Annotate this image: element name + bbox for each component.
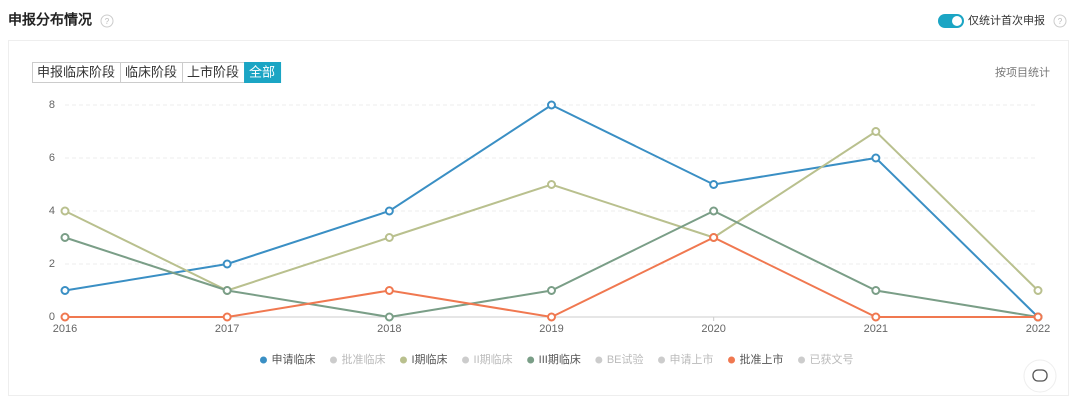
chat-button[interactable]	[1023, 359, 1057, 393]
legend-label: 已获文号	[810, 352, 854, 366]
point	[871, 153, 881, 163]
point	[547, 180, 556, 189]
legend-label: II期临床	[474, 352, 513, 366]
tab[interactable]	[244, 62, 282, 83]
help-icon[interactable]	[1053, 14, 1067, 28]
x-tick-label: 2022	[1026, 323, 1050, 335]
point	[871, 286, 881, 295]
point	[384, 286, 394, 295]
point	[871, 312, 881, 322]
panel	[8, 40, 1069, 396]
point	[709, 233, 719, 242]
x-tick-label: 2019	[539, 323, 563, 335]
legend-swatch	[658, 356, 666, 364]
legend-item[interactable]: 批准上市	[728, 352, 784, 366]
x-tick-label: 2021	[864, 323, 888, 335]
tab-label[interactable]: 全部	[249, 64, 275, 79]
point	[709, 206, 719, 216]
legend-label: I期临床	[411, 352, 447, 366]
legend-item[interactable]: 已获文号	[798, 352, 854, 366]
point	[547, 100, 556, 110]
tab-label[interactable]: 申报临床阶段	[37, 64, 115, 79]
section-title: 申报分布情况	[8, 12, 92, 28]
point	[1033, 286, 1043, 295]
legend-label: III期临床	[539, 352, 581, 366]
toggle-label: 仅统计首次申报	[968, 13, 1045, 27]
point	[709, 180, 719, 189]
point	[384, 312, 394, 322]
point	[547, 286, 556, 295]
tab-label[interactable]: 上市阶段	[187, 64, 239, 79]
legend-swatch	[595, 356, 603, 364]
y-tick-label: 6	[49, 152, 55, 164]
point	[60, 233, 70, 242]
legend-swatch	[329, 356, 337, 364]
legend-item[interactable]: I期临床	[399, 352, 448, 366]
mode-label[interactable]: 按项目统计	[995, 65, 1050, 79]
point	[547, 312, 556, 322]
toggle-knob	[952, 16, 962, 26]
tab-label[interactable]: 临床阶段	[125, 64, 177, 79]
legend-swatch	[399, 356, 407, 364]
legend-item[interactable]: 申请临床	[259, 352, 316, 366]
point	[384, 206, 394, 216]
legend-item[interactable]: II期临床	[462, 352, 513, 366]
point	[222, 259, 232, 269]
point	[60, 312, 70, 322]
legend-item[interactable]: 批准临床	[329, 352, 386, 366]
legend-label: 批准上市	[740, 352, 784, 366]
legend-item[interactable]: 申请上市	[658, 352, 714, 366]
legend-swatch	[527, 356, 535, 364]
point	[60, 206, 70, 216]
legend-label: BE试验	[607, 352, 644, 366]
legend-swatch	[259, 356, 267, 364]
legend-item[interactable]: III期临床	[527, 352, 581, 366]
chat-icon	[1032, 369, 1048, 382]
legend-item[interactable]: BE试验	[595, 352, 644, 366]
legend-swatch	[728, 356, 736, 364]
help-icon[interactable]	[100, 14, 114, 28]
help-icon-glyph: ?	[1058, 17, 1063, 26]
legend-label: 申请临床	[271, 352, 315, 366]
y-tick-label: 4	[49, 205, 55, 217]
y-tick-label: 2	[49, 258, 55, 270]
y-tick-label: 0	[49, 311, 55, 323]
y-tick-label: 8	[49, 99, 55, 111]
point	[222, 312, 232, 322]
legend-label: 申请上市	[670, 352, 714, 366]
legend-label: 批准临床	[341, 352, 385, 366]
point	[384, 233, 394, 242]
help-icon-glyph: ?	[105, 17, 110, 26]
legend-swatch	[798, 356, 806, 364]
x-tick-label: 2016	[53, 323, 77, 335]
point	[871, 127, 881, 136]
point	[222, 286, 232, 295]
legend-swatch	[462, 356, 470, 364]
x-tick-label: 2018	[377, 323, 401, 335]
point	[60, 286, 70, 295]
x-tick-label: 2020	[701, 323, 725, 335]
point	[1033, 312, 1043, 322]
x-tick-label: 2017	[215, 323, 239, 335]
